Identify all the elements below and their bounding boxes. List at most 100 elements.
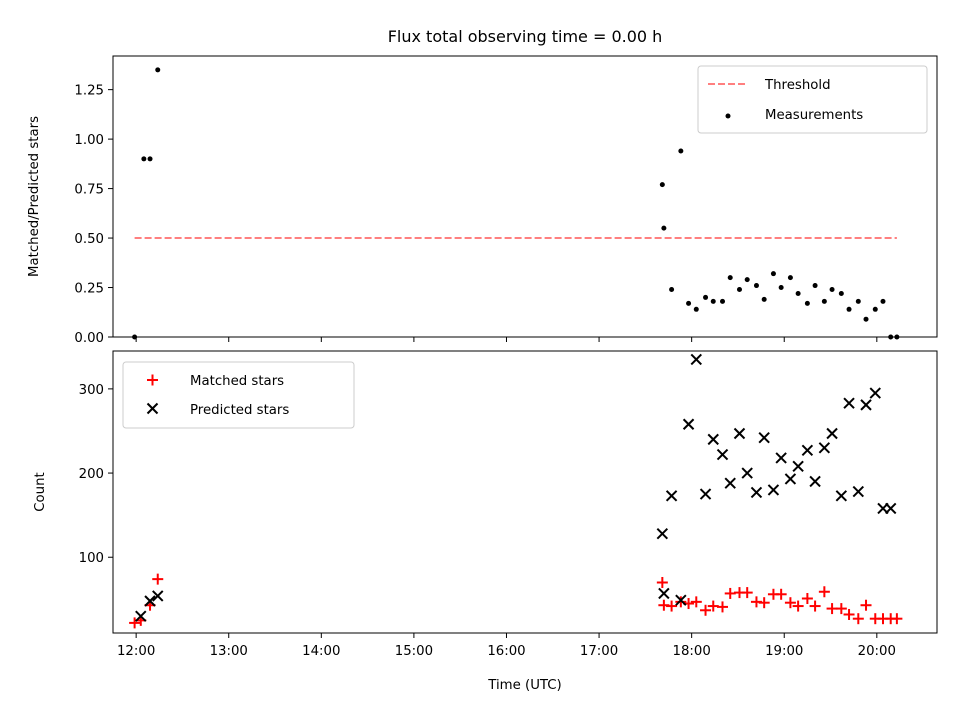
predicted-star-marker-b	[852, 485, 865, 498]
measurement-point	[838, 290, 844, 296]
predicted-star-point	[758, 431, 770, 444]
measurement-point	[686, 300, 692, 306]
predicted-star-marker-b	[792, 460, 804, 473]
predicted-star-marker-b	[843, 397, 855, 409]
predicted-star-point	[809, 475, 821, 488]
predicted-star-marker-b	[885, 502, 897, 515]
predicted-star-point	[152, 590, 164, 602]
predicted-star-point	[656, 527, 669, 540]
predicted-star-point	[699, 488, 712, 500]
matched-star-point	[666, 600, 678, 612]
predicted-star-marker-b	[869, 387, 881, 399]
predicted-star-marker-b	[699, 488, 712, 500]
matched-star-point	[891, 613, 903, 625]
predicted-star-point	[826, 427, 838, 440]
bottom-chart-x-axis-label: Time (UTC)	[487, 678, 562, 693]
matched-star-point	[835, 603, 847, 615]
matched-star-point	[707, 600, 719, 612]
measurement-point	[812, 283, 818, 289]
measurement-point	[880, 298, 886, 304]
bottom-y-tick-label: 300	[79, 383, 104, 398]
bottom-chart-y-axis-label: Count	[33, 472, 48, 512]
predicted-star-point	[775, 452, 787, 464]
predicted-star-marker-b	[801, 444, 814, 457]
matched-star-point	[818, 586, 830, 598]
matched-star-point	[809, 600, 821, 612]
predicted-star-point	[750, 486, 763, 499]
predicted-star-marker-b	[741, 467, 753, 479]
predicted-star-marker-b	[818, 442, 831, 454]
predicted-star-point	[690, 353, 702, 366]
legend-matched-swatch	[147, 374, 158, 386]
measurement-point	[141, 156, 147, 162]
matched-star-point	[741, 587, 753, 599]
bottom-y-tick-label: 200	[79, 467, 104, 482]
predicted-star-point	[801, 444, 814, 457]
predicted-star-point	[843, 397, 855, 409]
predicted-star-marker-b	[675, 594, 687, 606]
predicted-star-point	[818, 442, 831, 454]
matched-star-point	[843, 608, 855, 620]
measurement-point	[710, 298, 716, 304]
measurement-point	[855, 298, 861, 304]
bottom-x-tick-label: 12:00	[117, 644, 155, 659]
predicted-star-marker-b	[724, 477, 736, 489]
predicted-star-point	[716, 448, 729, 461]
matched-star-point	[129, 617, 141, 629]
predicted-star-marker-b	[152, 590, 164, 602]
measurement-point	[829, 287, 835, 293]
matched-star-point	[675, 596, 687, 608]
bottom-chart-marks	[129, 353, 903, 629]
measurement-point	[669, 287, 675, 293]
bottom-x-tick-label: 20:00	[858, 644, 896, 659]
bottom-x-tick-label: 17:00	[580, 644, 618, 659]
legend-predicted-swatch	[146, 402, 159, 415]
predicted-star-marker-b	[775, 452, 787, 464]
matched-star-point	[758, 597, 770, 609]
measurement-point	[770, 271, 776, 277]
bottom-chart-axes: 100 200 300 12:00 13:00 14:00 15:00 16:00 17:00 1…	[79, 383, 896, 659]
top-chart: 0.00 0.25 0.50 0.75 1.00 1.25 Matched/Predict…	[27, 55, 938, 346]
top-y-tick-label: 1.00	[74, 133, 104, 148]
bottom-y-tick-label: 100	[79, 551, 104, 566]
predicted-star-point	[144, 595, 156, 607]
predicted-star-marker-b	[758, 431, 770, 444]
predicted-star-point	[792, 460, 804, 473]
predicted-star-point	[733, 427, 746, 440]
bottom-x-tick-label: 16:00	[487, 644, 525, 659]
bottom-x-tick-label: 13:00	[210, 644, 248, 659]
predicted-star-point	[682, 418, 695, 430]
measurement-point	[736, 287, 742, 293]
predicted-star-marker-b	[750, 486, 763, 499]
predicted-star-marker-b	[690, 353, 702, 366]
predicted-star-point	[135, 610, 147, 622]
predicted-star-marker-b	[784, 473, 797, 485]
matched-star-point	[724, 587, 736, 599]
measurement-point	[846, 306, 852, 312]
legend-matched-label: Matched stars	[190, 374, 284, 389]
legend-predicted-label: Predicted stars	[190, 403, 289, 418]
predicted-star-marker-b	[733, 427, 746, 440]
matched-star-point	[700, 604, 712, 616]
legend-measurements-label: Measurements	[765, 108, 863, 123]
predicted-star-point	[885, 502, 897, 515]
measurement-point	[147, 156, 153, 162]
predicted-star-point	[767, 484, 780, 496]
matched-star-point	[801, 592, 813, 604]
predicted-star-marker-b	[665, 490, 678, 502]
measurement-point	[778, 285, 784, 291]
measurement-point	[761, 296, 767, 302]
predicted-star-marker-b	[144, 595, 156, 607]
predicted-star-point	[852, 485, 865, 498]
measurement-point	[659, 182, 665, 188]
predicted-star-marker-b	[682, 418, 695, 430]
predicted-star-point	[835, 490, 848, 502]
top-chart-axes: 0.00 0.25 0.50 0.75 1.00 1.25	[74, 84, 878, 346]
top-y-tick-label: 0.50	[74, 232, 104, 247]
predicted-star-marker-b	[656, 527, 669, 540]
predicted-star-point	[665, 490, 678, 502]
top-y-tick-label: 0.25	[74, 282, 104, 297]
predicted-star-marker-b	[707, 433, 719, 446]
legend-measurements-swatch	[725, 113, 731, 119]
